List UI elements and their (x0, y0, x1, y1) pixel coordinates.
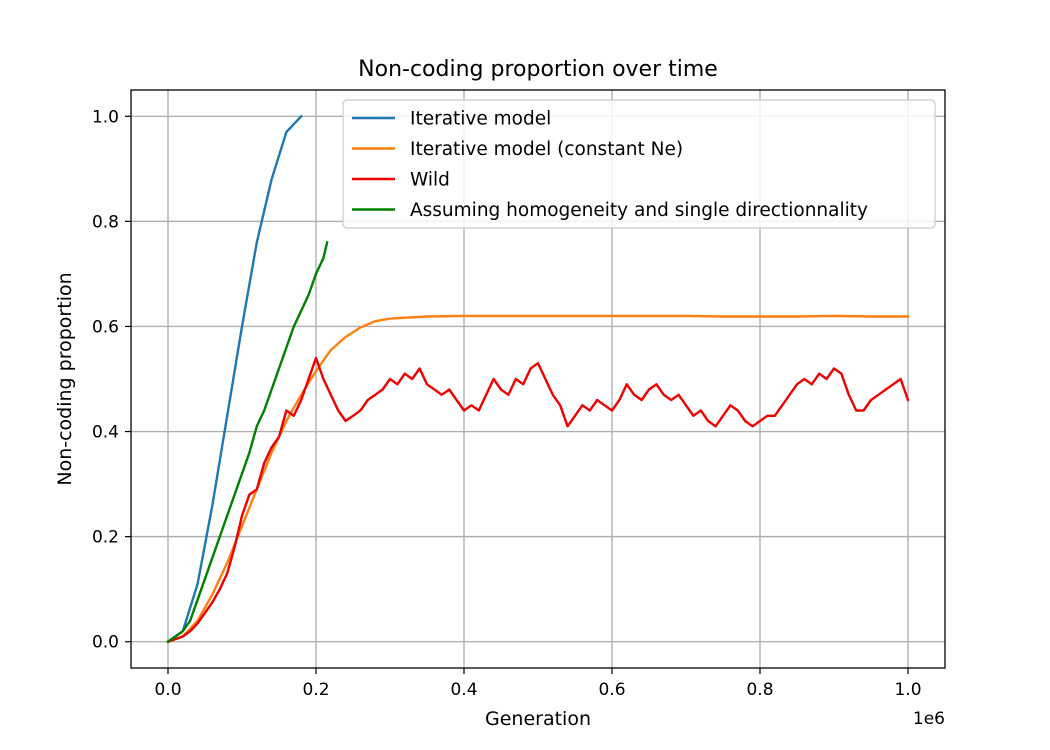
legend-box (342, 99, 936, 229)
y-tick-label: 0.6 (92, 317, 119, 337)
series-line-2 (166, 356, 910, 644)
series-line-1 (166, 314, 910, 644)
x-tick-label: 0.2 (302, 680, 329, 700)
series-line-0 (166, 114, 303, 644)
y-tick-label: 1.0 (92, 107, 119, 127)
plot-frame (130, 89, 946, 669)
x-tick-label: 0.6 (598, 680, 625, 700)
x-tick-label: 0.4 (450, 680, 477, 700)
x-axis-label: Generation (485, 708, 591, 730)
chart-title: Non-coding proportion over time (358, 57, 718, 82)
legend: Iterative model Iterative model (constant… (342, 99, 936, 229)
x-tick-label: 0.0 (154, 680, 181, 700)
x-offset-label: 1e6 (913, 709, 945, 729)
legend-label-3: Assuming homogeneity and single directio… (410, 200, 868, 221)
y-axis-label: Non-coding proportion (54, 272, 76, 485)
y-tick-label: 0.2 (92, 528, 119, 548)
legend-label-0: Iterative model (410, 109, 551, 130)
y-tick-label: 0.4 (92, 423, 119, 443)
legend-label-2: Wild (410, 170, 450, 191)
y-tick-label: 0.8 (92, 212, 119, 232)
axis-ticks: 0.0 0.2 0.4 0.6 0.8 1.0 0.0 0.2 0.4 0.6 0.8 1.0 (92, 107, 922, 700)
legend-label-1: Iterative model (constant Ne) (410, 139, 683, 160)
y-tick-label: 0.0 (92, 633, 119, 653)
series-lines (166, 114, 910, 644)
series-line-3 (166, 240, 329, 644)
x-tick-label: 0.8 (746, 680, 773, 700)
x-tick-label: 1.0 (894, 680, 921, 700)
